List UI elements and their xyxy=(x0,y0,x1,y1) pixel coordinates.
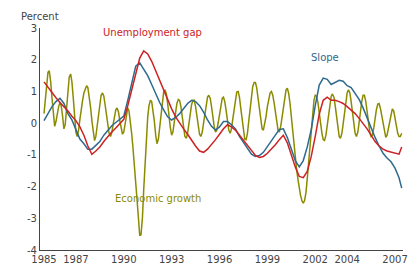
svg-text:1987: 1987 xyxy=(63,254,88,265)
svg-text:1999: 1999 xyxy=(255,254,280,265)
svg-text:-1: -1 xyxy=(27,149,37,160)
svg-text:3: 3 xyxy=(31,23,37,34)
svg-text:1993: 1993 xyxy=(159,254,184,265)
svg-text:-3: -3 xyxy=(27,213,37,224)
svg-text:-2: -2 xyxy=(27,181,37,192)
svg-text:2002: 2002 xyxy=(303,254,328,265)
svg-text:Economic growth: Economic growth xyxy=(115,193,201,204)
svg-text:1: 1 xyxy=(31,86,37,97)
svg-text:-4: -4 xyxy=(27,245,37,256)
svg-text:1990: 1990 xyxy=(111,254,136,265)
svg-text:Unemployment gap: Unemployment gap xyxy=(103,27,202,38)
svg-text:1996: 1996 xyxy=(207,254,232,265)
svg-text:0: 0 xyxy=(31,118,37,129)
svg-text:1985: 1985 xyxy=(31,254,56,265)
svg-text:2: 2 xyxy=(31,54,37,65)
svg-text:Slope: Slope xyxy=(311,52,339,63)
svg-text:2004: 2004 xyxy=(334,254,359,265)
svg-text:Percent: Percent xyxy=(21,11,59,22)
svg-text:2007: 2007 xyxy=(382,254,407,265)
